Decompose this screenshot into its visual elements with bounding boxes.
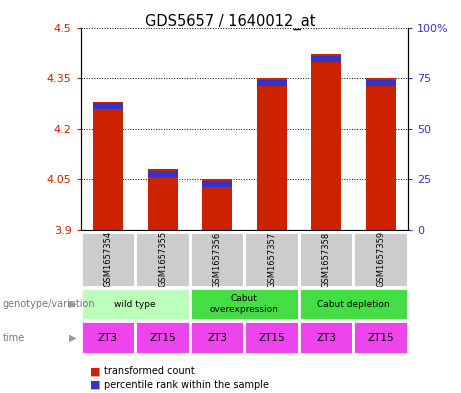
Bar (93, 103, 123, 110)
Bar (244, 321, 299, 354)
Bar (190, 321, 244, 354)
Bar (190, 288, 299, 320)
Bar (354, 321, 408, 354)
Bar (299, 232, 354, 287)
Bar (81, 288, 190, 320)
Text: ▶: ▶ (69, 332, 76, 343)
Bar (93, 102, 123, 230)
Text: Cabut depletion: Cabut depletion (317, 300, 390, 309)
Text: GSM1657355: GSM1657355 (158, 231, 167, 287)
Bar (257, 78, 287, 230)
Text: genotype/variation: genotype/variation (2, 299, 95, 309)
Bar (366, 80, 396, 86)
Text: ZT15: ZT15 (258, 332, 285, 343)
Bar (202, 179, 232, 230)
Bar (202, 181, 232, 187)
Bar (135, 321, 190, 354)
Bar (81, 232, 135, 287)
Text: Cabut
overexpression: Cabut overexpression (210, 294, 279, 314)
Bar (244, 232, 299, 287)
Text: ZT3: ZT3 (98, 332, 118, 343)
Text: transformed count: transformed count (104, 366, 195, 376)
Bar (148, 171, 177, 177)
Text: ■: ■ (90, 366, 100, 376)
Text: GSM1657354: GSM1657354 (103, 231, 112, 287)
Bar (354, 232, 408, 287)
Text: time: time (2, 332, 24, 343)
Text: GSM1657358: GSM1657358 (322, 231, 331, 288)
Bar (148, 169, 177, 230)
Text: GSM1657359: GSM1657359 (376, 231, 385, 287)
Text: ZT3: ZT3 (316, 332, 336, 343)
Bar (311, 56, 341, 62)
Text: ZT3: ZT3 (207, 332, 227, 343)
Text: wild type: wild type (114, 300, 156, 309)
Text: ■: ■ (90, 380, 100, 390)
Bar (366, 78, 396, 230)
Bar (299, 321, 354, 354)
Text: ▶: ▶ (69, 299, 76, 309)
Text: GSM1657357: GSM1657357 (267, 231, 276, 288)
Bar (299, 288, 408, 320)
Text: percentile rank within the sample: percentile rank within the sample (104, 380, 269, 390)
Bar (257, 80, 287, 86)
Text: ZT15: ZT15 (149, 332, 176, 343)
Text: GDS5657 / 1640012_at: GDS5657 / 1640012_at (145, 14, 316, 30)
Text: ZT15: ZT15 (367, 332, 394, 343)
Bar (81, 321, 135, 354)
Bar (135, 232, 190, 287)
Text: GSM1657356: GSM1657356 (213, 231, 222, 288)
Bar (311, 55, 341, 230)
Bar (190, 232, 244, 287)
